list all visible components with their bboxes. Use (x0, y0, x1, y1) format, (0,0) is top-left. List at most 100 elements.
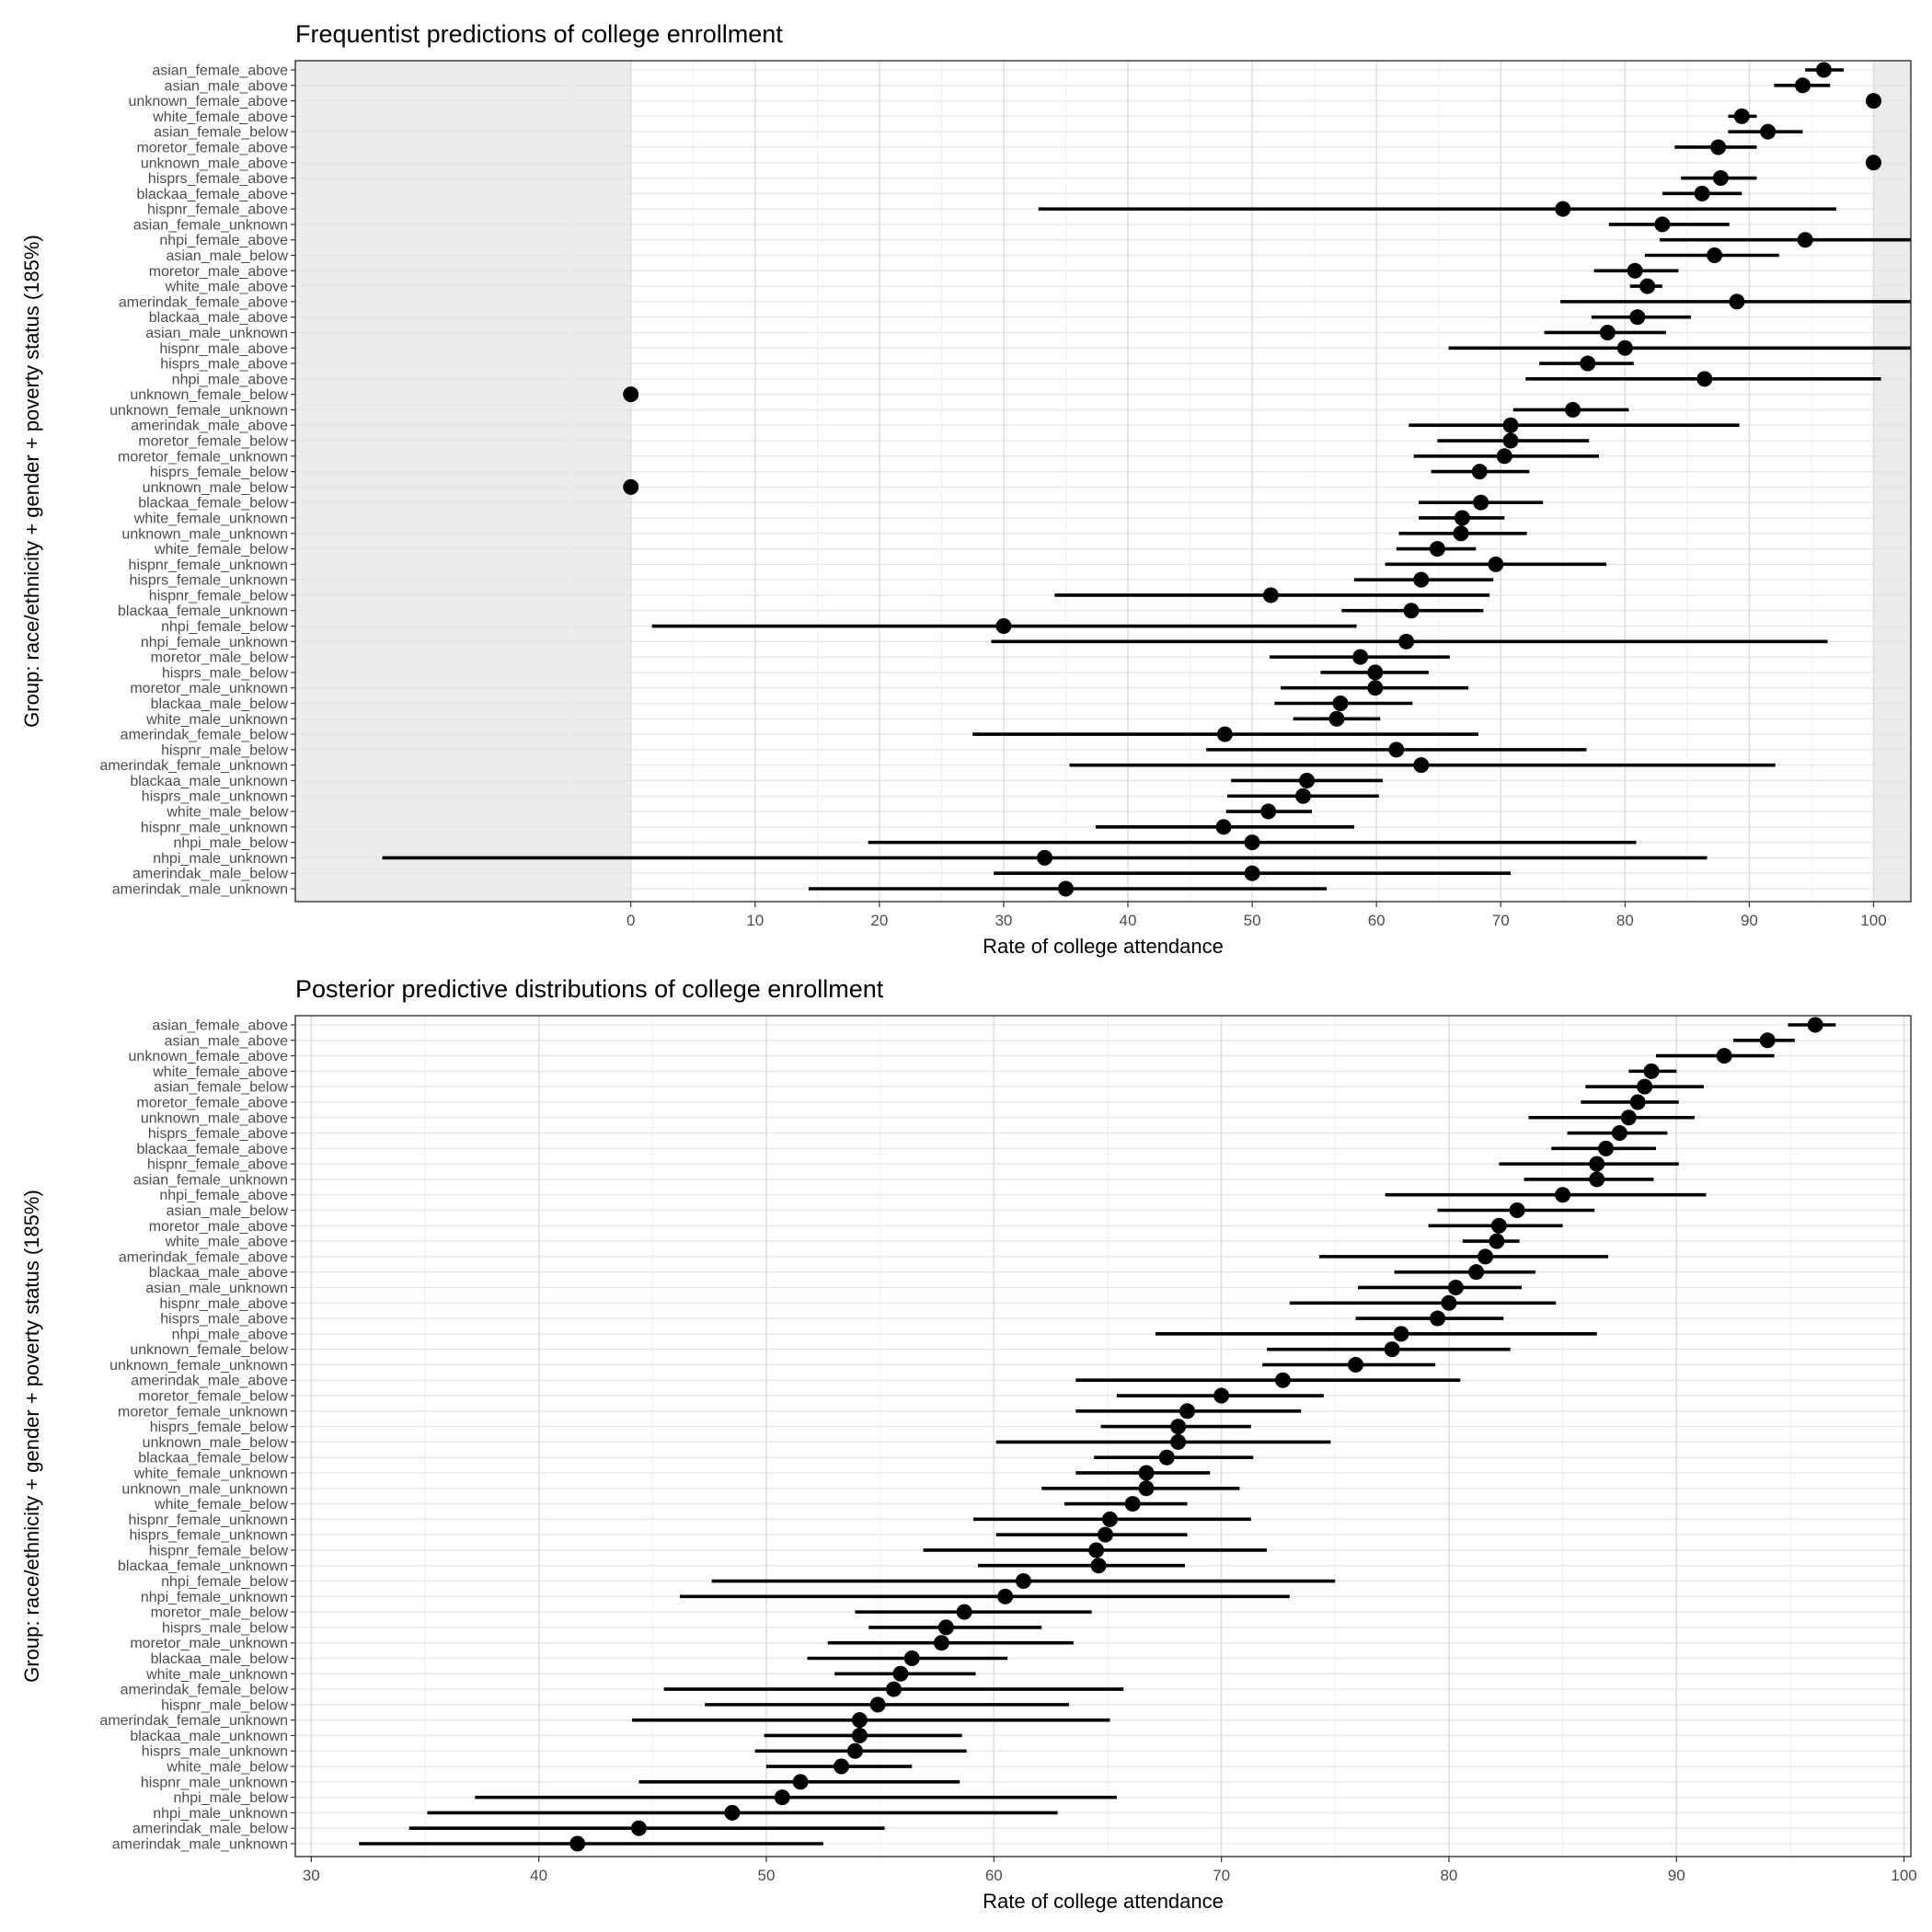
x-tick-label: 20 (870, 912, 888, 929)
estimate-point (1496, 448, 1512, 465)
y-tick-label: white_male_unknown (145, 712, 288, 728)
y-tick-label: unknown_male_unknown (121, 526, 288, 542)
y-tick-label: unknown_female_below (130, 387, 288, 403)
estimate-point (1509, 1202, 1525, 1219)
y-tick-label: amerindak_female_unknown (99, 758, 288, 774)
y-tick-label: hispnr_male_below (161, 742, 288, 758)
y-tick-label: nhpi_male_unknown (153, 1806, 288, 1822)
estimate-point (1332, 695, 1349, 711)
estimate-point (1294, 788, 1311, 804)
estimate-point (1629, 1094, 1646, 1110)
y-tick-label: hispnr_male_above (159, 341, 288, 357)
y-tick-label: hispnr_male_below (161, 1697, 288, 1713)
estimate-point (1384, 1341, 1400, 1358)
estimate-point (1348, 1356, 1364, 1373)
estimate-point (885, 1681, 902, 1697)
y-tick-label: unknown_male_below (143, 480, 289, 496)
y-tick-label: white_female_above (152, 1064, 288, 1080)
y-tick-label: asian_male_below (166, 1203, 288, 1219)
y-tick-label: moretor_female_unknown (118, 1404, 288, 1420)
y-tick-label: nhpi_female_unknown (141, 1590, 288, 1605)
y-tick-label: amerindak_male_above (131, 1374, 288, 1389)
y-tick-label: amerindak_female_below (121, 728, 289, 743)
y-tick-label: amerindak_female_unknown (99, 1713, 288, 1729)
y-tick-label: moretor_female_below (138, 1389, 288, 1405)
estimate-point (1620, 1110, 1637, 1126)
y-tick-label: amerindak_male_above (131, 419, 288, 434)
y-tick-label: unknown_female_below (130, 1342, 288, 1358)
x-tick-label: 90 (1668, 1867, 1685, 1884)
estimate-point (1352, 649, 1369, 665)
estimate-point (937, 1619, 954, 1636)
estimate-point (1589, 1171, 1605, 1188)
estimate-point (1367, 680, 1384, 696)
estimate-point (1627, 262, 1643, 279)
estimate-point (1729, 293, 1745, 310)
estimate-point (1580, 355, 1596, 372)
estimate-point (1694, 185, 1710, 201)
estimate-point (1328, 710, 1345, 727)
y-tick-label: hispnr_female_unknown (129, 558, 288, 573)
y-tick-label: blackaa_male_below (151, 696, 289, 712)
y-tick-label: hispnr_female_below (149, 588, 289, 604)
estimate-point (1473, 494, 1489, 511)
estimate-point (1260, 803, 1277, 820)
y-tick-label: hisprs_male_unknown (142, 1744, 288, 1760)
estimate-point (1101, 1511, 1118, 1527)
point-ranges (382, 62, 1911, 897)
y-tick-label: hispnr_female_unknown (129, 1512, 288, 1528)
y-tick-label: unknown_male_unknown (121, 1481, 288, 1497)
x-tick-label: 30 (303, 1867, 320, 1884)
x-tick-label: 60 (1368, 912, 1386, 929)
estimate-point (1589, 1156, 1605, 1172)
y-tick-label: unknown_male_above (141, 155, 288, 171)
estimate-point (724, 1804, 741, 1821)
y-tick-label: white_female_unknown (133, 511, 288, 526)
y-tick-label: moretor_male_unknown (130, 1636, 288, 1651)
plot-area (295, 1016, 1911, 1857)
posterior-panel: Posterior predictive distributions of co… (20, 975, 1917, 1913)
y-tick-label: asian_female_below (154, 1080, 288, 1096)
estimate-point (933, 1635, 949, 1651)
estimate-point (1654, 216, 1671, 233)
estimate-point (1489, 1233, 1505, 1249)
x-tick-label: 70 (1213, 1867, 1230, 1884)
estimate-point (851, 1727, 868, 1743)
y-tick-label: moretor_male_unknown (130, 681, 288, 696)
chart-title: Posterior predictive distributions of co… (295, 975, 884, 1003)
estimate-point (1599, 324, 1616, 340)
x-tick-label: 60 (985, 1867, 1003, 1884)
estimate-point (1215, 819, 1232, 835)
estimate-point (1696, 371, 1713, 387)
y-tick-label: blackaa_female_unknown (118, 1558, 288, 1574)
y-tick-label: nhpi_male_unknown (153, 851, 288, 867)
estimate-point (1797, 232, 1813, 248)
estimate-point (1815, 62, 1832, 78)
y-tick-label: hispnr_female_below (149, 1543, 289, 1558)
estimate-point (1629, 309, 1646, 326)
estimate-point (1488, 556, 1504, 572)
estimate-point (1388, 742, 1405, 758)
y-tick-label: blackaa_male_unknown (130, 1729, 288, 1744)
estimate-point (1037, 849, 1053, 866)
x-axis-label: Rate of college attendance (983, 935, 1224, 958)
estimate-point (1262, 587, 1279, 604)
estimate-point (1637, 1078, 1653, 1095)
estimate-point (997, 1588, 1014, 1604)
y-axis-label: Group: race/ethnicity + gender + poverty… (20, 235, 43, 728)
y-tick-label: blackaa_male_unknown (130, 774, 288, 789)
y-tick-label: hisprs_female_below (150, 465, 289, 480)
y-tick-label: asian_female_above (152, 63, 288, 79)
estimate-point (1015, 1573, 1031, 1590)
x-tick-label: 80 (1616, 912, 1634, 929)
x-tick-label: 90 (1741, 912, 1758, 929)
estimate-point (774, 1789, 790, 1806)
y-tick-label: hispnr_female_above (147, 1157, 288, 1173)
shaded-region (1873, 61, 1911, 902)
chart-title: Frequentist predictions of college enrol… (295, 20, 783, 48)
estimate-point (834, 1758, 850, 1775)
x-tick-label: 50 (1244, 912, 1261, 929)
y-tick-label: asian_male_below (166, 248, 288, 264)
y-tick-label: moretor_male_below (151, 1605, 289, 1621)
y-tick-label: amerindak_male_unknown (112, 1837, 288, 1853)
